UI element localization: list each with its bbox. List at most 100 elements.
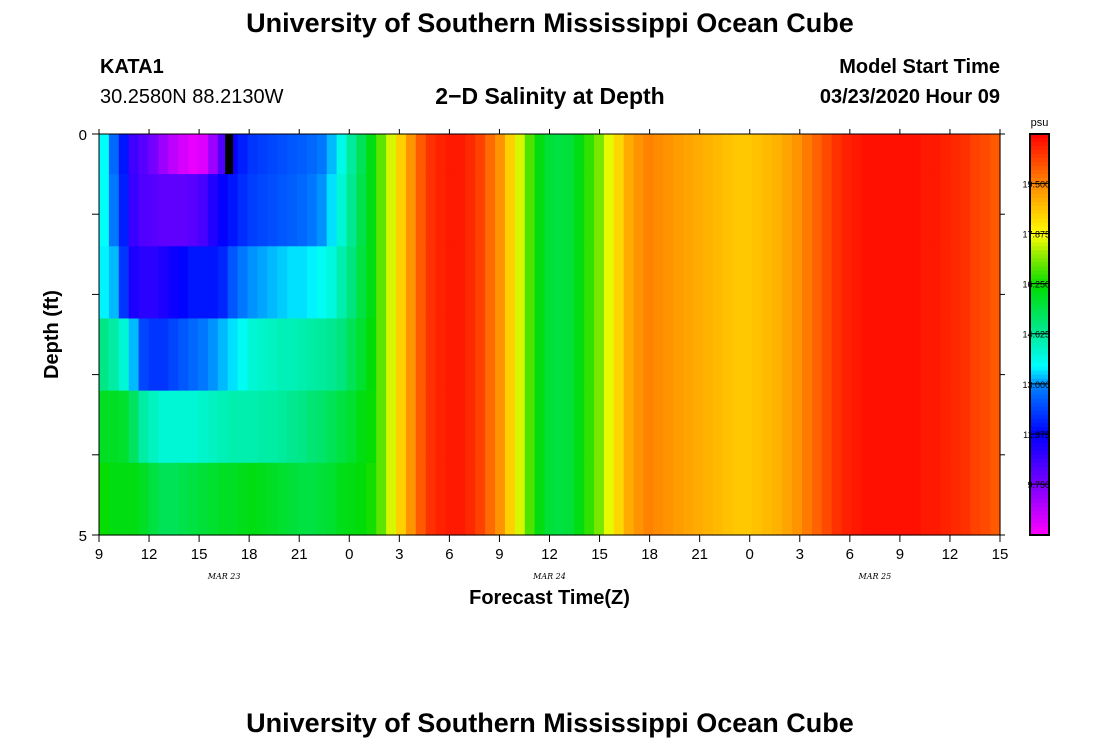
heatmap-cell: [475, 174, 486, 247]
heatmap-cell: [881, 246, 892, 320]
heatmap-cell: [247, 174, 259, 247]
heatmap-cell: [475, 462, 486, 536]
x-tick-label: 15: [591, 546, 608, 563]
heatmap-cell: [742, 390, 754, 464]
heatmap-cell: [534, 318, 546, 392]
heatmap-cell: [653, 246, 664, 320]
heatmap-cell: [861, 390, 872, 464]
heatmap-cell: [396, 462, 407, 536]
heatmap-cell: [326, 462, 338, 536]
heatmap-cell: [475, 134, 486, 175]
colorbar-segment: [1030, 378, 1049, 384]
heatmap-cell: [356, 134, 367, 175]
colorbar-segment: [1030, 218, 1049, 223]
heatmap-cell: [386, 462, 397, 536]
x-tick-label: 18: [241, 546, 258, 563]
colorbar-frame: [1029, 133, 1050, 536]
heatmap-cell: [900, 246, 912, 320]
heatmap-cell: [732, 318, 744, 392]
heatmap-cell: [801, 134, 813, 175]
heatmap-cell: [871, 134, 882, 175]
heatmap-cell: [386, 318, 397, 392]
heatmap-cell: [366, 174, 377, 247]
colorbar-segment: [1030, 478, 1049, 484]
heatmap-cell: [118, 462, 130, 536]
heatmap-cell: [257, 318, 268, 392]
colorbar-segment: [1030, 454, 1049, 460]
x-tick-label: 21: [291, 546, 308, 563]
heatmap-cell: [643, 134, 655, 175]
colorbar-segment: [1030, 250, 1049, 255]
heatmap-cell: [524, 246, 536, 320]
station-id: KATA1: [100, 56, 164, 78]
heatmap-cell: [544, 134, 556, 175]
heatmap-cell: [584, 318, 595, 392]
heatmap-cell: [277, 174, 288, 247]
colorbar-segment: [1030, 458, 1049, 464]
heatmap-cell: [584, 134, 595, 175]
heatmap-cell: [732, 246, 744, 320]
heatmap-cell: [207, 134, 219, 175]
heatmap-cell: [910, 462, 922, 536]
station-coordinates: 30.2580N 88.2130W: [100, 86, 284, 108]
heatmap-cell: [455, 390, 466, 464]
x-tick-label: 12: [141, 546, 158, 563]
heatmap-cell: [396, 134, 407, 175]
heatmap-cell: [415, 318, 427, 392]
heatmap-cell: [712, 318, 724, 392]
colorbar-segment: [1030, 310, 1049, 316]
heatmap-cell: [504, 134, 516, 175]
heatmap-cell: [772, 246, 783, 320]
heatmap-cell: [158, 462, 169, 536]
heatmap-cell: [247, 134, 259, 175]
heatmap-cell: [485, 462, 496, 536]
x-tick-label: 12: [942, 546, 959, 563]
heatmap-cell: [841, 246, 853, 320]
heatmap-cell: [306, 318, 318, 392]
colorbar-segment: [1030, 446, 1049, 452]
heatmap-cell: [722, 134, 734, 175]
heatmap-cell: [702, 246, 714, 320]
heatmap-cell: [376, 246, 387, 320]
colorbar-segment: [1030, 306, 1049, 312]
heatmap-cell: [465, 462, 476, 536]
heatmap-cell: [782, 318, 793, 392]
heatmap-cell: [336, 134, 348, 175]
heatmap-cell: [801, 174, 813, 247]
heatmap-cell: [435, 246, 447, 320]
heatmap-cell: [940, 462, 952, 536]
date-label: MAR 24: [532, 572, 566, 581]
colorbar-segment: [1030, 474, 1049, 480]
heatmap-cell: [346, 174, 358, 247]
heatmap-cell: [693, 318, 704, 392]
heatmap-cell: [405, 318, 417, 392]
colorbar-segment: [1030, 382, 1049, 388]
colorbar-tick-label: 14.625: [1022, 330, 1050, 340]
heatmap-cell: [762, 134, 773, 175]
colorbar-segment: [1030, 398, 1049, 404]
colorbar-segment: [1030, 402, 1049, 408]
heatmap-cell: [297, 246, 308, 320]
heatmap-cell: [930, 134, 942, 175]
heatmap-cell: [287, 462, 298, 536]
x-tick-label: 15: [191, 546, 208, 563]
colorbar-segment: [1030, 522, 1049, 528]
heatmap-cell: [960, 246, 971, 320]
heatmap-cell: [910, 246, 922, 320]
heatmap-cell: [861, 174, 872, 247]
heatmap-cell: [801, 246, 813, 320]
heatmap-cell: [465, 318, 476, 392]
x-tick-label: 3: [796, 546, 804, 563]
heatmap-cell: [900, 134, 912, 175]
heatmap-cell: [366, 246, 377, 320]
heatmap-cell: [831, 390, 843, 464]
heatmap-cell: [118, 174, 130, 247]
heatmap-cell: [851, 462, 862, 536]
heatmap-cell: [673, 134, 684, 175]
heatmap-cell: [693, 462, 704, 536]
heatmap-cell: [990, 318, 1001, 392]
heatmap-cell: [940, 246, 952, 320]
heatmap-cell: [138, 174, 150, 247]
heatmap-cell: [970, 462, 981, 536]
heatmap-cell: [821, 246, 833, 320]
